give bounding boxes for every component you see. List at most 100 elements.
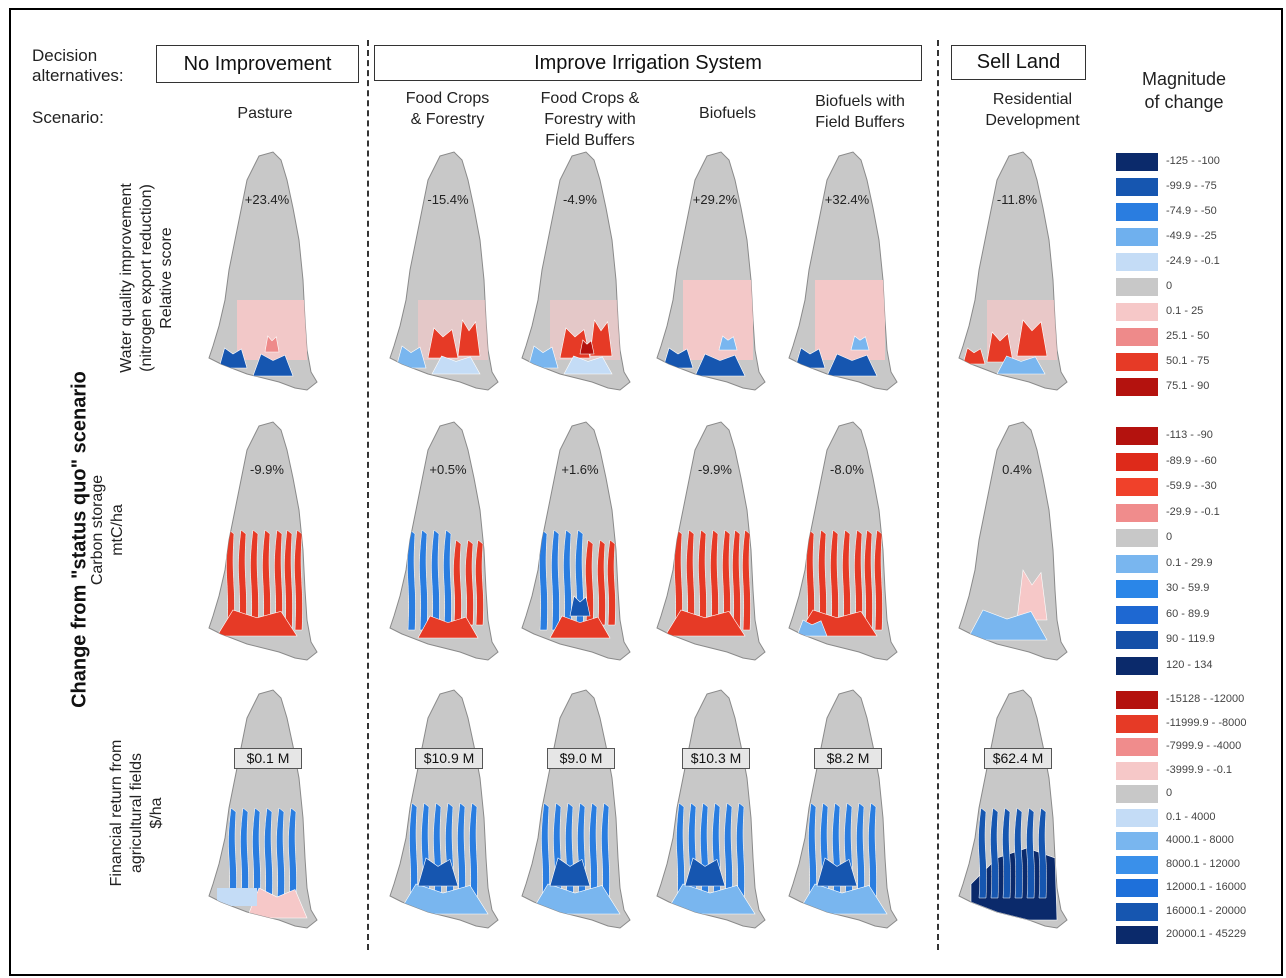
legend-label: 30 - 59.9 bbox=[1166, 582, 1210, 594]
map-shape bbox=[521, 151, 631, 391]
scenario-map: -9.9% bbox=[655, 420, 780, 665]
map-shape bbox=[389, 421, 499, 661]
scenario-food-crops: Food Crops & Forestry bbox=[405, 90, 490, 128]
alternative-no-improvement: No Improvement bbox=[156, 45, 359, 83]
legend-label: 16000.1 - 20000 bbox=[1166, 904, 1247, 917]
legend-label: 4000.1 - 8000 bbox=[1166, 834, 1234, 846]
map-shape bbox=[788, 151, 898, 391]
scenario-food-crops-buffers: Food Crops & Forestry with Field Buffers bbox=[540, 90, 640, 149]
legend-label: 50.1 - 75 bbox=[1166, 355, 1210, 367]
legend-entry: -7999.9 - -4000 bbox=[1116, 738, 1286, 756]
legend-label: -49.9 - -25 bbox=[1166, 230, 1217, 242]
scenario-map: $8.2 M bbox=[787, 688, 912, 933]
legend-label: 0 bbox=[1166, 280, 1173, 292]
legend-label: -15128 - -12000 bbox=[1166, 693, 1245, 705]
legend-swatch bbox=[1116, 328, 1158, 346]
legend-swatch bbox=[1116, 427, 1158, 445]
map-shape bbox=[656, 151, 766, 391]
legend-entry: 20000.1 - 45229 bbox=[1116, 926, 1286, 944]
legend-label: 120 - 134 bbox=[1166, 658, 1213, 671]
change-value: -11.8% bbox=[996, 192, 1038, 207]
scenario-map: +32.4% bbox=[787, 150, 912, 395]
legend-label: -89.9 - -60 bbox=[1166, 454, 1217, 467]
map-shape bbox=[208, 689, 318, 929]
legend-entry: -11999.9 - -8000 bbox=[1116, 714, 1286, 733]
legend-entry: -29.9 - -0.1 bbox=[1116, 503, 1286, 522]
legend-entry: 25.1 - 50 bbox=[1116, 328, 1286, 346]
legend-swatch bbox=[1116, 605, 1158, 624]
scenario-map: -9.9% bbox=[207, 420, 332, 665]
legend-swatch bbox=[1116, 656, 1158, 675]
legend-label: 75.1 - 90 bbox=[1166, 380, 1210, 392]
change-value: -15.4% bbox=[427, 192, 469, 207]
scenario-map: -11.8% bbox=[957, 150, 1082, 395]
map-shape bbox=[958, 421, 1068, 661]
legend-swatch bbox=[1116, 714, 1158, 733]
legend-label: -99.9 - -75 bbox=[1166, 180, 1217, 192]
change-value: -8.0% bbox=[830, 462, 864, 477]
legend-swatch bbox=[1116, 902, 1158, 921]
legend-swatch bbox=[1116, 808, 1158, 827]
legend-swatch bbox=[1116, 478, 1158, 496]
legend-label: -11999.9 - -8000 bbox=[1166, 716, 1247, 729]
map-shape bbox=[958, 689, 1068, 929]
legend-swatch bbox=[1116, 378, 1158, 396]
legend-entry: -125 - -100 bbox=[1116, 153, 1286, 171]
legend-label: 8000.1 - 12000 bbox=[1166, 857, 1241, 870]
figure-frame bbox=[9, 8, 1283, 976]
scenario-map: -4.9% bbox=[520, 150, 645, 395]
scenario-map: +0.5% bbox=[388, 420, 513, 665]
legend-label: -24.9 - -0.1 bbox=[1166, 255, 1220, 267]
legend-label: 20000.1 - 45229 bbox=[1166, 928, 1247, 940]
legend-entry: 4000.1 - 8000 bbox=[1116, 832, 1286, 850]
decision-alternatives-label: Decision alternatives: bbox=[32, 46, 124, 85]
legend-label: -7999.9 - -4000 bbox=[1166, 740, 1242, 752]
row-label-financial: Financial return from agricultural field… bbox=[108, 739, 165, 887]
change-value: +1.6% bbox=[561, 462, 599, 477]
legend-swatch bbox=[1116, 631, 1158, 649]
legend-label: 90 - 119.9 bbox=[1166, 633, 1215, 645]
legend-entry: -3999.9 - -0.1 bbox=[1116, 761, 1286, 780]
change-value: -9.9% bbox=[250, 462, 284, 477]
legend-entry: -74.9 - -50 bbox=[1116, 203, 1286, 221]
legend-swatch bbox=[1116, 203, 1158, 221]
financial-value: $62.4 M bbox=[984, 748, 1052, 769]
legend-swatch bbox=[1116, 554, 1158, 573]
legend-entry: -89.9 - -60 bbox=[1116, 452, 1286, 471]
legend-entry: -24.9 - -0.1 bbox=[1116, 253, 1286, 271]
divider-left bbox=[367, 40, 369, 950]
legend-swatch bbox=[1116, 253, 1158, 271]
legend-entry: -113 - -90 bbox=[1116, 427, 1286, 445]
change-value: +0.5% bbox=[429, 462, 467, 477]
change-value: -9.9% bbox=[698, 462, 732, 477]
legend-swatch bbox=[1116, 785, 1158, 803]
legend-entry: -59.9 - -30 bbox=[1116, 478, 1286, 496]
row-label-water: Water quality improvement (nitrogen expo… bbox=[118, 183, 175, 373]
scenario-pasture: Pasture bbox=[237, 105, 293, 122]
legend-swatch bbox=[1116, 832, 1158, 850]
legend-label: 0.1 - 25 bbox=[1166, 305, 1204, 317]
change-value: -4.9% bbox=[563, 192, 597, 207]
legend-entry: 30 - 59.9 bbox=[1116, 580, 1286, 598]
legend-entry: 12000.1 - 16000 bbox=[1116, 879, 1286, 897]
legend-water-quality: -125 - -100 -99.9 - -75 -74.9 - -50 -49.9 -… bbox=[1116, 153, 1286, 403]
legend-entry: 90 - 119.9 bbox=[1116, 631, 1286, 649]
legend-swatch bbox=[1116, 303, 1158, 321]
financial-value: $8.2 M bbox=[814, 748, 882, 769]
row-label-carbon: Carbon storage mtC/ha bbox=[89, 474, 126, 586]
scenario-biofuels-buffers: Biofuels with Field Buffers bbox=[815, 93, 905, 131]
scenario-biofuels: Biofuels bbox=[699, 105, 756, 122]
financial-value: $10.3 M bbox=[682, 748, 750, 769]
legend-label: -3999.9 - -0.1 bbox=[1166, 763, 1233, 776]
financial-value: $9.0 M bbox=[547, 748, 615, 769]
legend-swatch bbox=[1116, 879, 1158, 897]
scenario-label: Scenario: bbox=[32, 108, 104, 127]
scenario-map: $0.1 M bbox=[207, 688, 332, 933]
map-shape bbox=[788, 421, 898, 661]
legend-label: 12000.1 - 16000 bbox=[1166, 881, 1247, 893]
legend-label: 0.1 - 29.9 bbox=[1166, 556, 1213, 569]
legend-label: 0 bbox=[1166, 787, 1173, 799]
legend-entry: 0.1 - 25 bbox=[1116, 303, 1286, 321]
change-value: +23.4% bbox=[244, 192, 290, 207]
legend-swatch bbox=[1116, 529, 1158, 547]
